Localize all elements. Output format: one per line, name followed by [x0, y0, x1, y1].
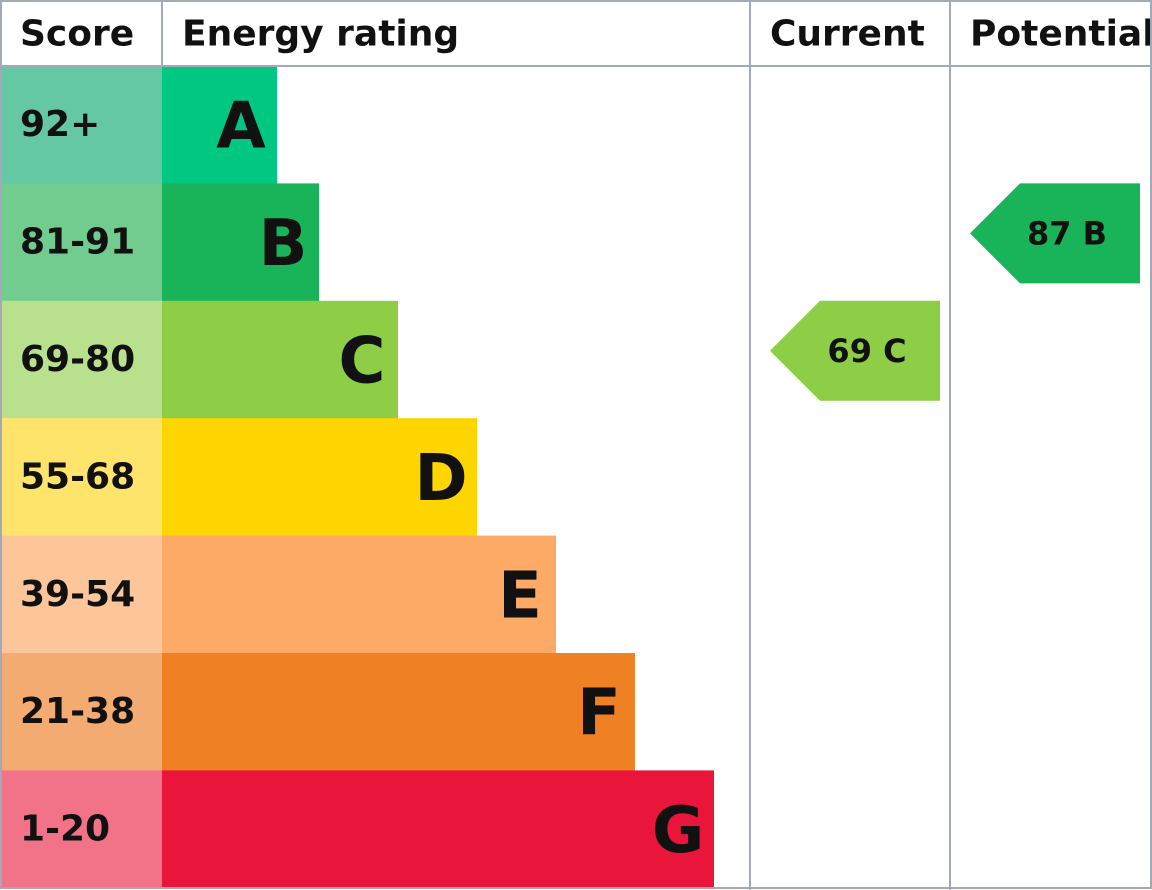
- flag-score: 87: [1027, 214, 1072, 252]
- flag-rating: B: [1083, 214, 1107, 252]
- header-label: Energy rating: [182, 14, 459, 55]
- rating-bar: [162, 770, 714, 889]
- score-label: 1-20: [20, 809, 110, 850]
- rating-letter: D: [414, 442, 467, 516]
- rating-bar: [162, 183, 319, 302]
- header-label: Current: [770, 14, 925, 55]
- rating-letter: E: [498, 559, 542, 633]
- rating-letter: C: [339, 325, 386, 399]
- score-label: 69-80: [20, 339, 135, 380]
- rating-letter: F: [577, 677, 621, 751]
- potential-flag: 87 B: [970, 183, 1140, 284]
- flag-label: 87 B: [1027, 214, 1107, 252]
- rating-letter: A: [216, 90, 266, 164]
- score-label: 39-54: [20, 574, 135, 615]
- header-label: Score: [20, 14, 134, 55]
- score-label: 92+: [20, 104, 100, 145]
- score-label: 55-68: [20, 456, 135, 497]
- rating-bar: [162, 66, 277, 184]
- score-label: 81-91: [20, 222, 135, 263]
- score-cell: [0, 300, 162, 419]
- flag-shape: [770, 300, 940, 401]
- rating-bar: [162, 535, 556, 654]
- score-cell: [0, 418, 162, 537]
- flag-shape: [970, 183, 1140, 284]
- score-cell: [0, 770, 162, 889]
- rating-bar: [162, 300, 398, 419]
- rating-letter: B: [259, 207, 308, 281]
- flag-rating: C: [883, 332, 906, 370]
- flag-label: 69 C: [827, 332, 906, 370]
- rating-bar: [162, 418, 477, 537]
- rating-letter: G: [652, 794, 705, 868]
- score-cell: [0, 535, 162, 654]
- header-label: Potential: [970, 14, 1152, 55]
- score-label: 21-38: [20, 691, 135, 732]
- score-cell: [0, 183, 162, 302]
- rating-bar: [162, 653, 635, 771]
- current-flag: 69 C: [770, 300, 940, 401]
- flag-score: 69: [827, 332, 872, 370]
- score-cell: [0, 653, 162, 771]
- score-cell: [0, 66, 162, 184]
